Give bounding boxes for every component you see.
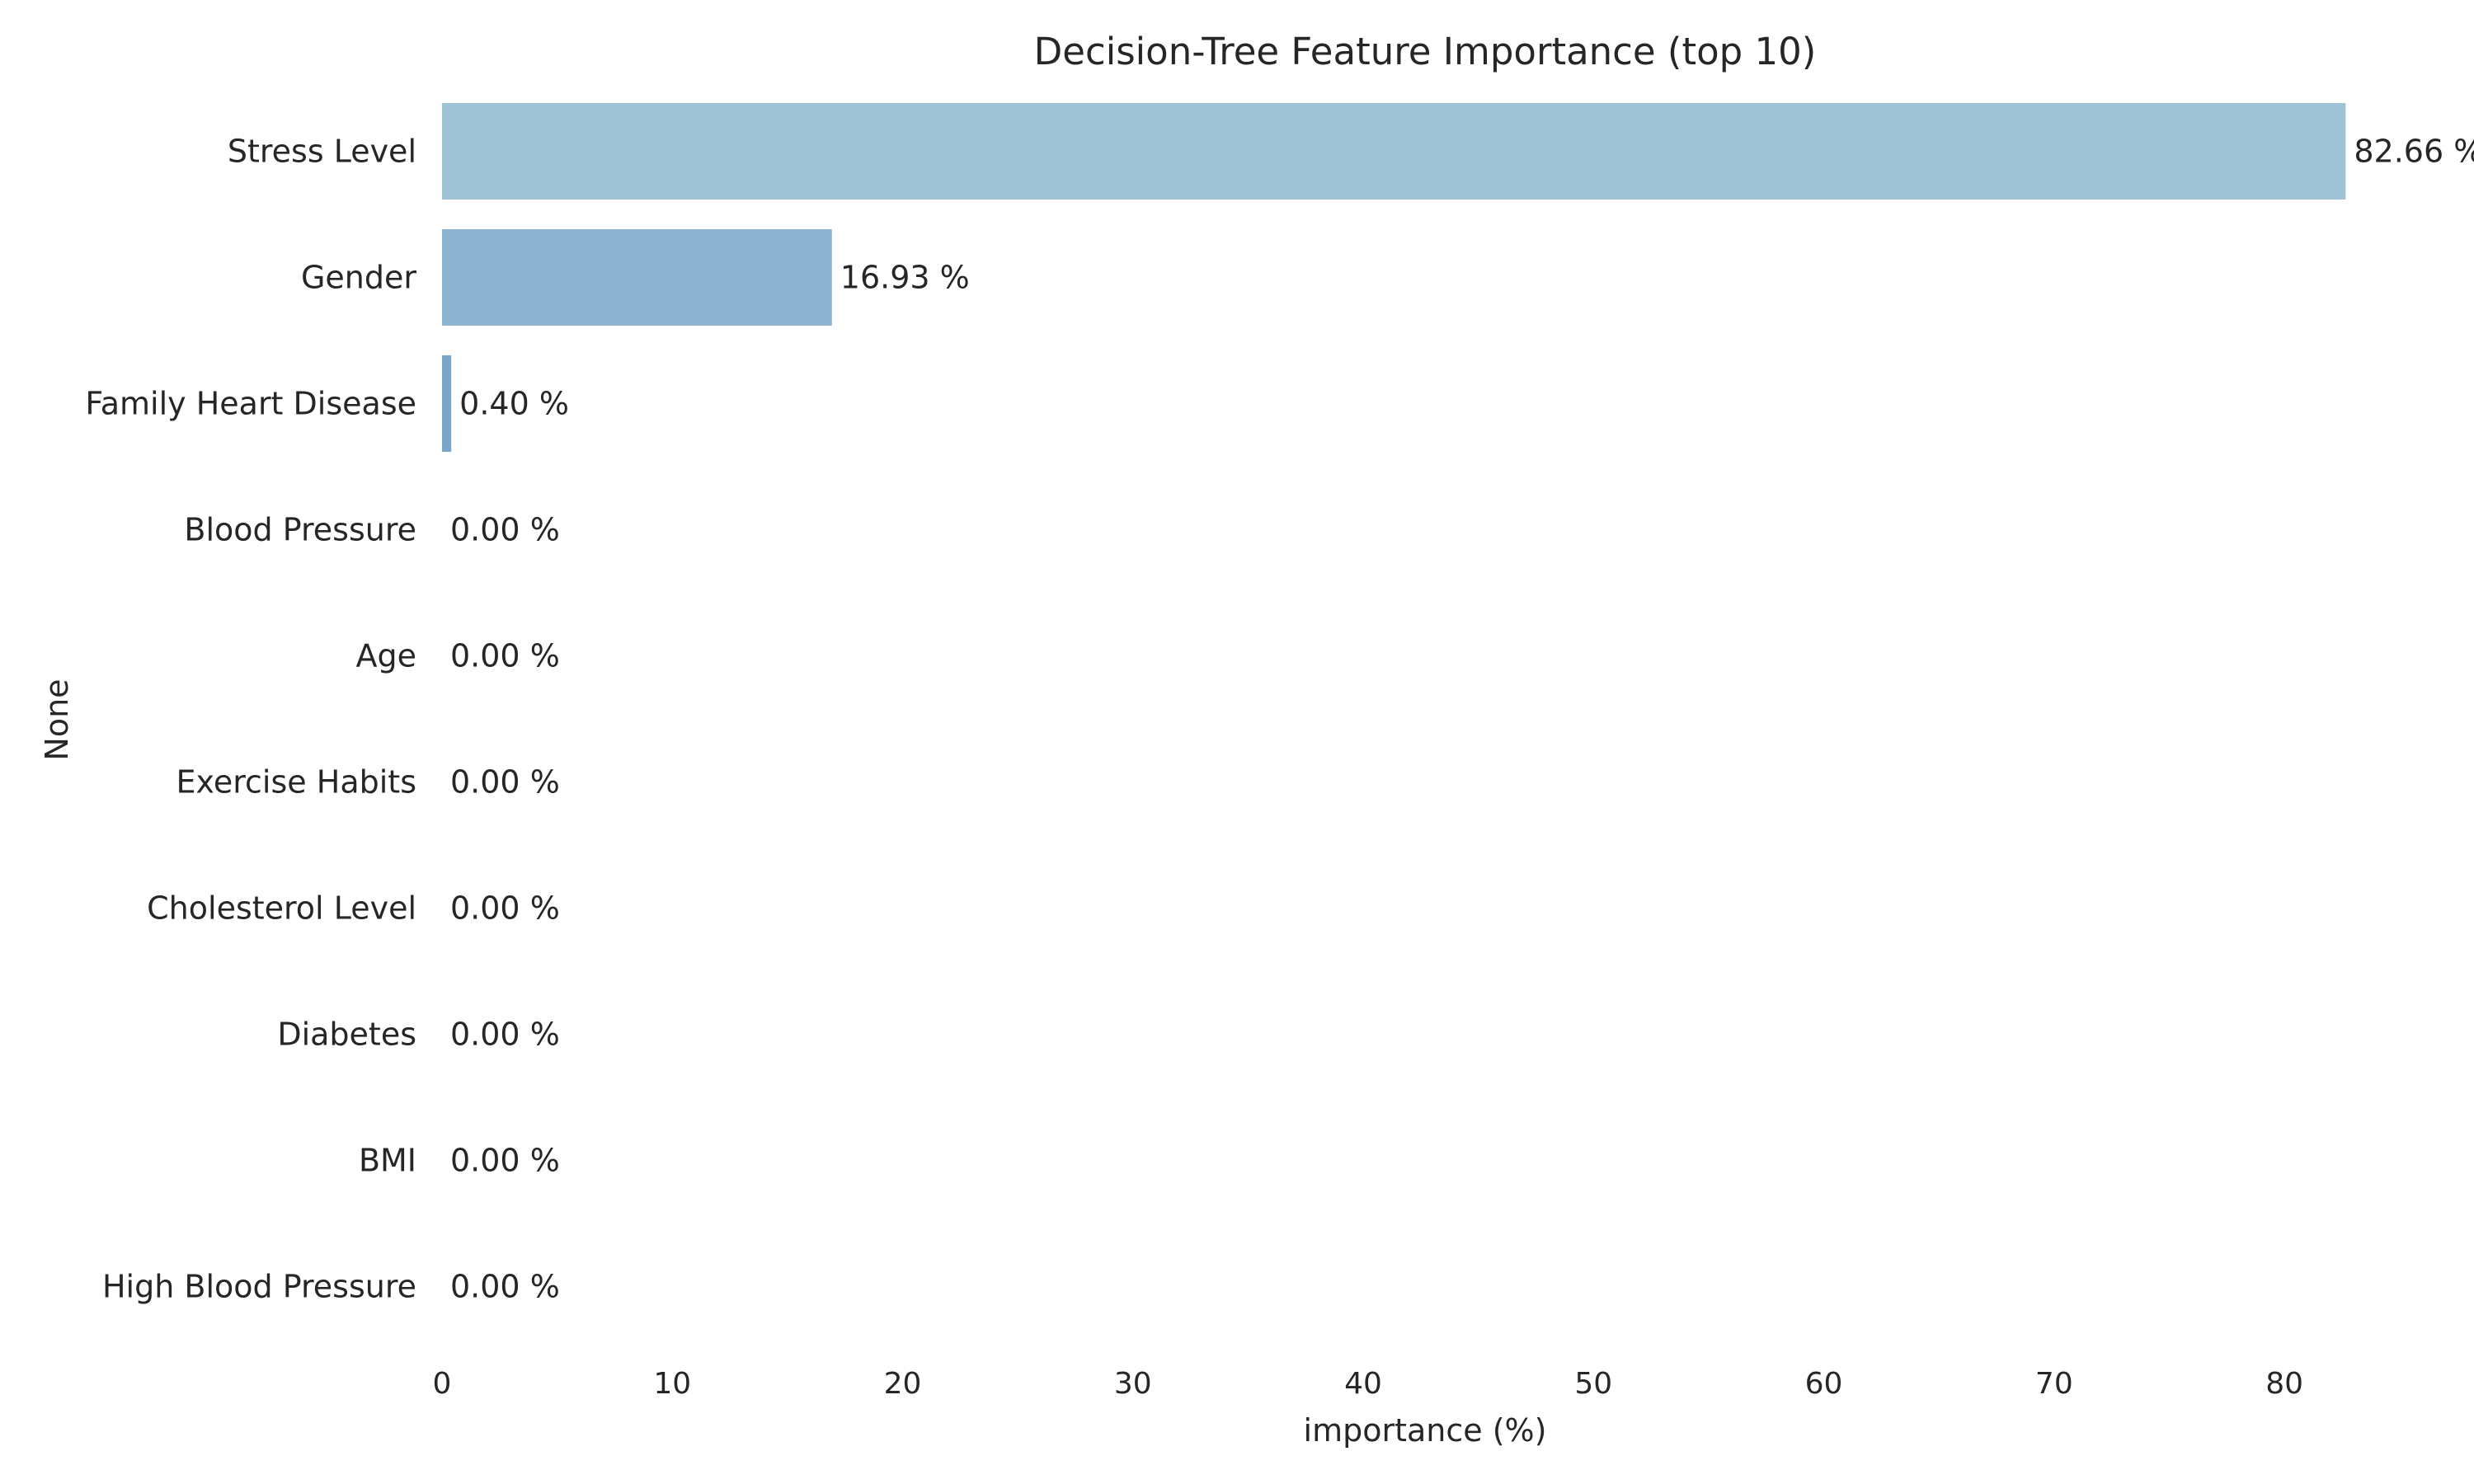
- category-label-gender: Gender: [301, 260, 416, 296]
- x-tick-70: 70: [2035, 1367, 2073, 1401]
- category-label-high-blood-pressure: High Blood Pressure: [102, 1269, 416, 1305]
- category-labels: Stress Level Gender Family Heart Disease Bl…: [85, 134, 416, 1305]
- x-tick-20: 20: [884, 1367, 922, 1401]
- category-label-age: Age: [356, 638, 417, 674]
- x-tick-labels: 0 10 20 30 40 50 60 70 80: [433, 1367, 2303, 1401]
- category-label-diabetes: Diabetes: [277, 1017, 416, 1053]
- x-tick-60: 60: [1805, 1367, 1843, 1401]
- x-tick-50: 50: [1574, 1367, 1612, 1401]
- x-tick-30: 30: [1114, 1367, 1152, 1401]
- data-label-family-heart-disease: 0.40 %: [459, 386, 569, 422]
- category-label-exercise-habits: Exercise Habits: [176, 764, 416, 801]
- data-label-stress-level: 82.66 %: [2354, 134, 2474, 170]
- data-label-cholesterol-level: 0.00 %: [450, 890, 560, 927]
- data-label-blood-pressure: 0.00 %: [450, 512, 560, 548]
- chart-title: Decision-Tree Feature Importance (top 10…: [1034, 30, 1817, 73]
- y-axis-label: None: [39, 679, 75, 760]
- data-label-gender: 16.93 %: [840, 260, 970, 296]
- data-label-age: 0.00 %: [450, 638, 560, 674]
- data-label-exercise-habits: 0.00 %: [450, 764, 560, 801]
- category-label-family-heart-disease: Family Heart Disease: [85, 386, 416, 422]
- data-label-high-blood-pressure: 0.00 %: [450, 1269, 560, 1305]
- category-label-cholesterol-level: Cholesterol Level: [147, 890, 416, 927]
- x-tick-10: 10: [653, 1367, 691, 1401]
- bar-family-heart-disease: [442, 355, 452, 452]
- data-labels: 82.66 % 16.93 % 0.40 % 0.00 % 0.00 % 0.00 % 0.…: [450, 134, 2474, 1305]
- category-label-bmi: BMI: [359, 1143, 416, 1179]
- bar-stress-level: [442, 103, 2346, 200]
- data-label-diabetes: 0.00 %: [450, 1017, 560, 1053]
- category-label-blood-pressure: Blood Pressure: [184, 512, 416, 548]
- x-tick-80: 80: [2265, 1367, 2303, 1401]
- x-tick-0: 0: [433, 1367, 452, 1401]
- bars-group: [442, 103, 2346, 452]
- category-label-stress-level: Stress Level: [228, 134, 416, 170]
- bar-gender: [442, 229, 832, 326]
- x-tick-40: 40: [1344, 1367, 1382, 1401]
- x-axis-label: importance (%): [1304, 1412, 1547, 1449]
- data-label-bmi: 0.00 %: [450, 1143, 560, 1179]
